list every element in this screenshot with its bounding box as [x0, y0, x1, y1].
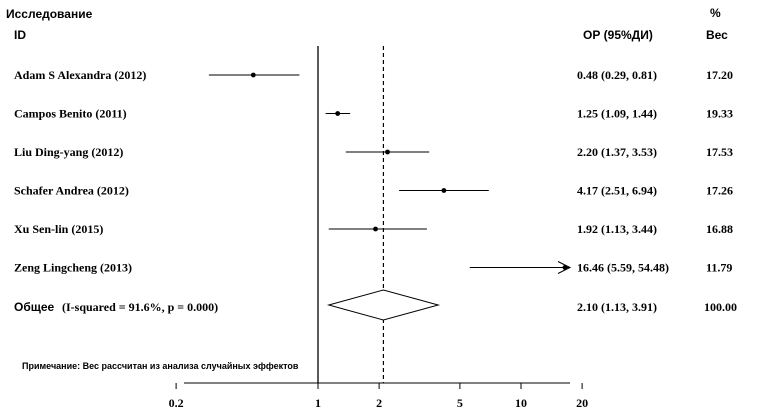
weight-column-header-percent: % — [710, 6, 721, 20]
study-ci-text: 4.17 (2.51, 6.94) — [577, 184, 657, 198]
overall-weight: 100.00 — [704, 300, 737, 314]
point-estimate-marker — [335, 111, 341, 116]
weight-column-header: Вес — [706, 28, 728, 42]
study-label: Adam S Alexandra (2012) — [14, 68, 146, 82]
study-ci-text: 1.92 (1.13, 3.44) — [577, 222, 657, 236]
point-estimate-marker — [562, 265, 568, 270]
x-axis-ticks: 0.2 1 2 5 10 20 — [169, 383, 588, 410]
point-estimate-marker — [373, 226, 378, 232]
x-tick-label: 1 — [315, 396, 321, 410]
overall-stats-label: (I-squared = 91.6%, p = 0.000) — [62, 300, 218, 314]
study-label: Schafer Andrea (2012) — [14, 184, 129, 198]
x-tick-label: 10 — [515, 396, 527, 410]
study-ci-text: 0.48 (0.29, 0.81) — [577, 68, 657, 82]
study-label: Liu Ding-yang (2012) — [14, 145, 123, 159]
study-row: Liu Ding-yang (2012) 2.20 (1.37, 3.53) 17.… — [14, 145, 733, 159]
overall-ci-text: 2.10 (1.13, 3.91) — [577, 300, 657, 314]
study-ci-text: 16.46 (5.59, 54.48) — [577, 261, 669, 275]
study-weight: 17.20 — [706, 68, 733, 82]
study-label: Xu Sen-lin (2015) — [14, 222, 103, 236]
study-column-header: Исследование — [6, 7, 93, 21]
overall-label: Общее — [14, 300, 55, 314]
study-row: Zeng Lingcheng (2013) 16.46 (5.59, 54.48)… — [14, 261, 732, 275]
study-rows: Adam S Alexandra (2012) 0.48 (0.29, 0.81)… — [14, 68, 733, 275]
footnote: Примечание: Вес рассчитан из анализа слу… — [22, 361, 299, 371]
point-estimate-marker — [250, 72, 256, 78]
overall-diamond — [326, 289, 441, 321]
study-weight: 17.26 — [706, 184, 733, 198]
or-column-header: ОР (95%ДИ) — [583, 28, 653, 42]
point-estimate-marker — [441, 188, 447, 193]
study-row: Schafer Andrea (2012) 4.17 (2.51, 6.94) 17… — [14, 184, 733, 198]
study-label: Campos Benito (2011) — [14, 107, 127, 121]
x-tick-label: 0.2 — [169, 396, 184, 410]
study-ci-text: 1.25 (1.09, 1.44) — [577, 107, 657, 121]
study-weight: 11.79 — [706, 261, 732, 275]
id-column-header: ID — [14, 28, 26, 42]
study-weight: 19.33 — [706, 107, 733, 121]
x-tick-label: 2 — [376, 396, 382, 410]
study-weight: 16.88 — [706, 222, 733, 236]
point-estimate-marker — [385, 149, 390, 155]
x-tick-label: 20 — [576, 396, 588, 410]
study-row: Xu Sen-lin (2015) 1.92 (1.13, 3.44) 16.88 — [14, 222, 733, 236]
study-row: Campos Benito (2011) 1.25 (1.09, 1.44) 19.… — [14, 107, 733, 121]
ci-arrow-icon — [557, 261, 572, 274]
study-weight: 17.53 — [706, 145, 733, 159]
study-row: Adam S Alexandra (2012) 0.48 (0.29, 0.81)… — [14, 68, 733, 82]
study-ci-text: 2.20 (1.37, 3.53) — [577, 145, 657, 159]
study-label: Zeng Lingcheng (2013) — [14, 261, 132, 275]
overall-row: Общее (I-squared = 91.6%, p = 0.000) 2.1… — [14, 289, 737, 321]
x-tick-label: 5 — [457, 396, 463, 410]
